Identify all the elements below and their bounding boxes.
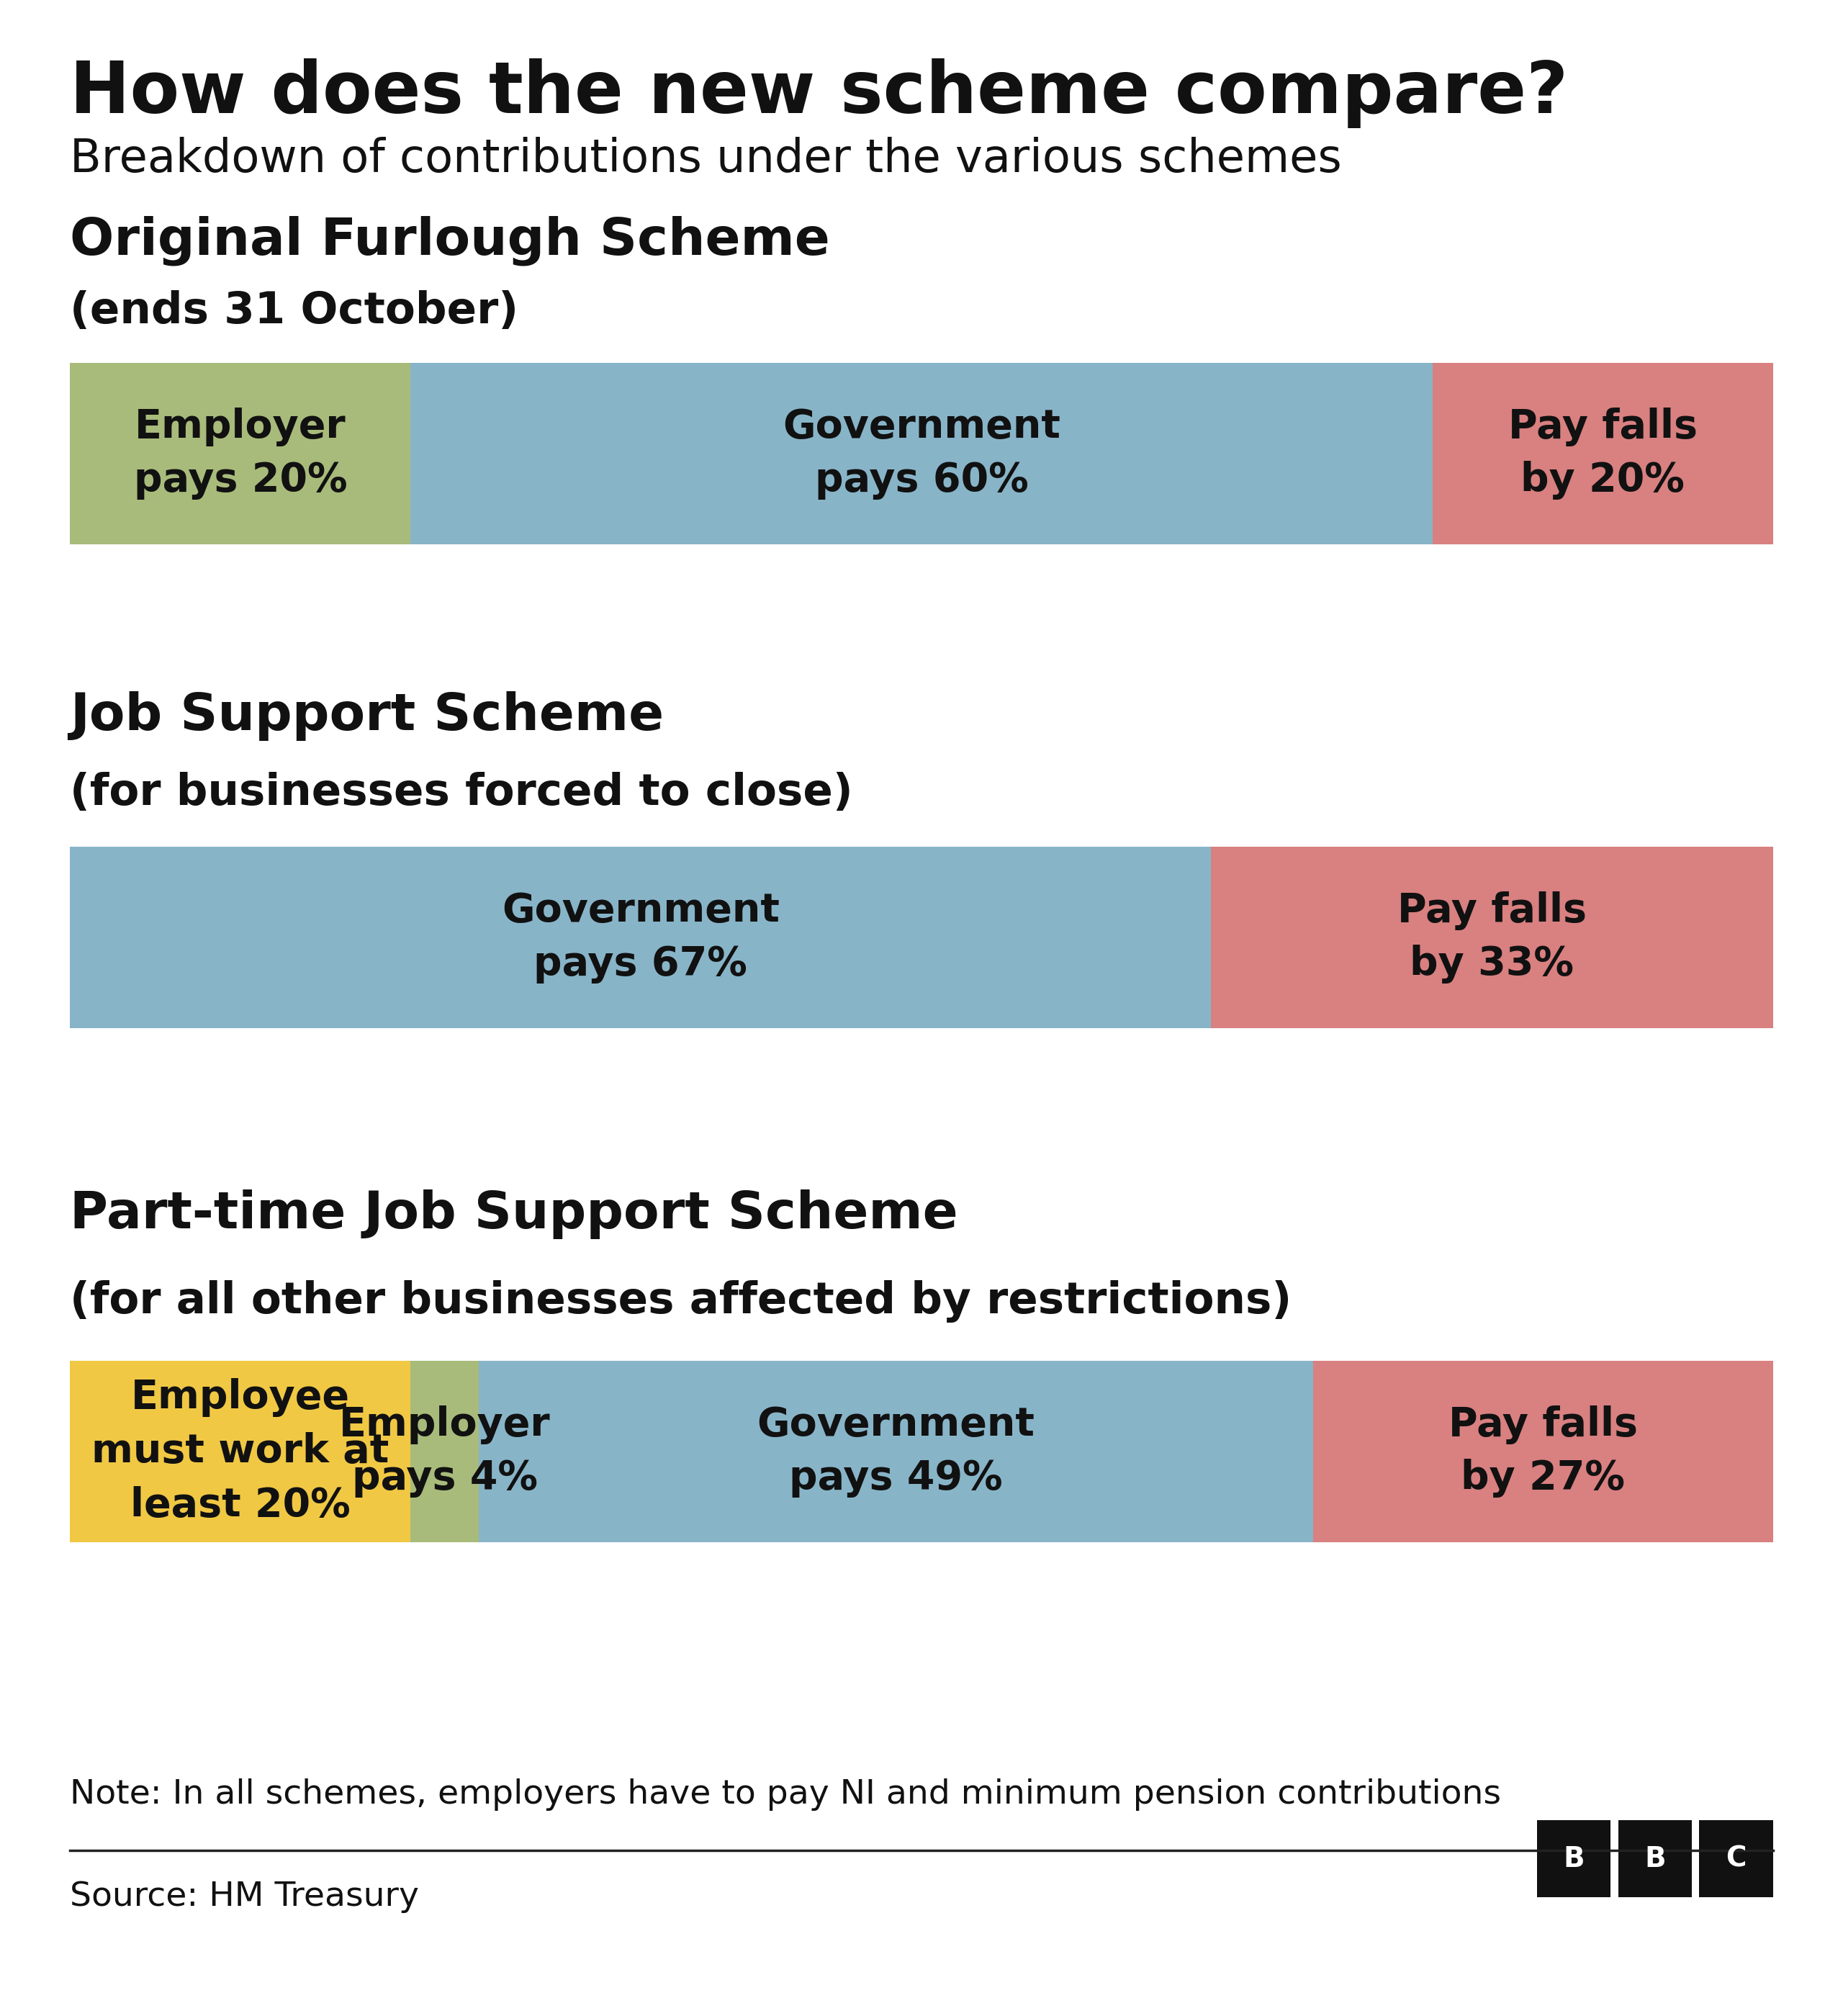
Text: Government
pays 60%: Government pays 60% bbox=[783, 407, 1060, 500]
FancyBboxPatch shape bbox=[1211, 847, 1773, 1028]
Text: Employee
must work at
least 20%: Employee must work at least 20% bbox=[92, 1379, 389, 1524]
Text: How does the new scheme compare?: How does the new scheme compare? bbox=[70, 58, 1568, 129]
FancyBboxPatch shape bbox=[70, 363, 411, 544]
Text: Source: HM Treasury: Source: HM Treasury bbox=[70, 1881, 418, 1913]
FancyBboxPatch shape bbox=[1314, 1361, 1773, 1542]
FancyBboxPatch shape bbox=[1537, 1820, 1611, 1897]
Text: C: C bbox=[1725, 1845, 1747, 1873]
Text: Government
pays 67%: Government pays 67% bbox=[501, 891, 780, 984]
Text: Employer
pays 20%: Employer pays 20% bbox=[133, 407, 346, 500]
Text: B: B bbox=[1644, 1845, 1666, 1873]
FancyBboxPatch shape bbox=[70, 1361, 411, 1542]
FancyBboxPatch shape bbox=[1699, 1820, 1773, 1897]
Text: Part-time Job Support Scheme: Part-time Job Support Scheme bbox=[70, 1189, 958, 1240]
FancyBboxPatch shape bbox=[1618, 1820, 1692, 1897]
Text: Job Support Scheme: Job Support Scheme bbox=[70, 691, 663, 742]
FancyBboxPatch shape bbox=[411, 1361, 479, 1542]
Text: Note: In all schemes, employers have to pay NI and minimum pension contributions: Note: In all schemes, employers have to … bbox=[70, 1778, 1502, 1810]
Text: Pay falls
by 33%: Pay falls by 33% bbox=[1397, 891, 1587, 984]
Text: (ends 31 October): (ends 31 October) bbox=[70, 290, 518, 333]
FancyBboxPatch shape bbox=[1432, 363, 1773, 544]
Text: Pay falls
by 20%: Pay falls by 20% bbox=[1508, 407, 1697, 500]
FancyBboxPatch shape bbox=[479, 1361, 1314, 1542]
Text: (for businesses forced to close): (for businesses forced to close) bbox=[70, 772, 853, 814]
FancyBboxPatch shape bbox=[70, 847, 1211, 1028]
FancyBboxPatch shape bbox=[411, 363, 1432, 544]
Text: B: B bbox=[1563, 1845, 1585, 1873]
Text: Government
pays 49%: Government pays 49% bbox=[757, 1405, 1036, 1498]
Text: Pay falls
by 27%: Pay falls by 27% bbox=[1449, 1405, 1638, 1498]
Text: Employer
pays 4%: Employer pays 4% bbox=[339, 1405, 551, 1498]
Text: Breakdown of contributions under the various schemes: Breakdown of contributions under the var… bbox=[70, 137, 1342, 181]
Text: Original Furlough Scheme: Original Furlough Scheme bbox=[70, 216, 829, 266]
Text: (for all other businesses affected by restrictions): (for all other businesses affected by re… bbox=[70, 1280, 1292, 1322]
